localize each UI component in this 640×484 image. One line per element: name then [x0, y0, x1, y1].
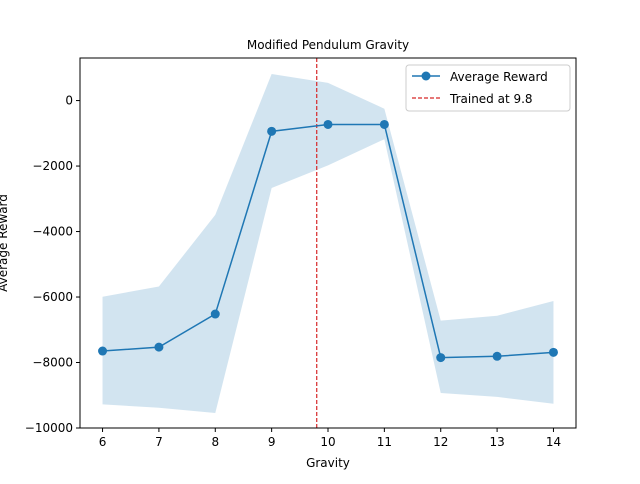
x-tick-label: 6	[99, 435, 107, 449]
plot-area	[79, 57, 577, 429]
legend: Average Reward Trained at 9.8	[405, 64, 571, 112]
data-point	[548, 347, 558, 357]
x-tick-label: 8	[211, 435, 219, 449]
x-tick-label: 10	[320, 435, 335, 449]
data-point	[323, 119, 333, 129]
x-tick-label: 7	[155, 435, 163, 449]
series-layer	[98, 119, 558, 363]
x-tick-label: 11	[377, 435, 392, 449]
legend-series-marker	[421, 71, 431, 81]
y-tick-label: −4000	[32, 225, 73, 239]
legend-reference-label: Trained at 9.8	[449, 92, 533, 106]
x-axis-label: Gravity	[306, 456, 350, 470]
confidence-band	[102, 74, 554, 413]
y-axis: 0 −2000 −4000 −6000 −8000 −10000	[25, 94, 80, 435]
legend-box	[405, 64, 571, 112]
plot-background	[80, 58, 576, 428]
y-tick-label: −2000	[32, 159, 73, 173]
data-point	[154, 342, 164, 352]
x-tick-label: 9	[268, 435, 276, 449]
y-tick-label: 0	[65, 94, 73, 108]
x-tick-label: 12	[433, 435, 448, 449]
y-tick-label: −6000	[32, 290, 73, 304]
legend-series-label: Average Reward	[450, 70, 548, 84]
data-point	[492, 351, 502, 361]
y-tick-label: −8000	[32, 356, 73, 370]
data-point	[210, 309, 220, 319]
data-point	[98, 346, 108, 356]
data-point	[267, 126, 277, 136]
y-tick-label: −10000	[25, 421, 73, 435]
data-point	[379, 119, 389, 129]
x-tick-label: 13	[489, 435, 504, 449]
x-tick-label: 14	[546, 435, 561, 449]
x-axis: 6 7 8 9 10 11 12 13 14	[99, 428, 561, 449]
chart-title: Modified Pendulum Gravity	[247, 38, 409, 52]
data-point	[436, 353, 446, 363]
confidence-band-layer	[102, 74, 554, 413]
y-axis-label: Average Reward	[0, 194, 10, 292]
